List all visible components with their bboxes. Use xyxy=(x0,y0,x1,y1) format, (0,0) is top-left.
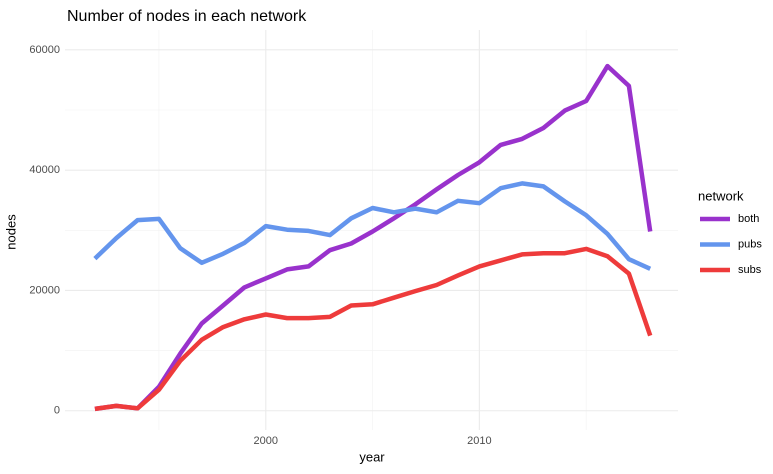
x-tick-label: 2000 xyxy=(254,435,278,447)
series-line xyxy=(94,246,653,412)
x-axis-label: year xyxy=(359,449,385,464)
series-line xyxy=(93,181,652,271)
x-tick-label: 2010 xyxy=(467,435,491,447)
legend-label: pubs xyxy=(738,238,762,250)
y-tick-label: 60000 xyxy=(29,44,60,56)
y-tick-label: 20000 xyxy=(29,284,60,296)
y-tick-label: 40000 xyxy=(29,164,60,176)
legend-label: subs xyxy=(738,264,762,276)
y-axis-label: nodes xyxy=(3,214,18,250)
chart-title: Number of nodes in each network xyxy=(67,8,307,25)
y-tick-label: 0 xyxy=(54,405,60,417)
legend-label: both xyxy=(738,213,759,225)
series-line xyxy=(94,63,653,412)
legend-title: network xyxy=(698,188,744,203)
